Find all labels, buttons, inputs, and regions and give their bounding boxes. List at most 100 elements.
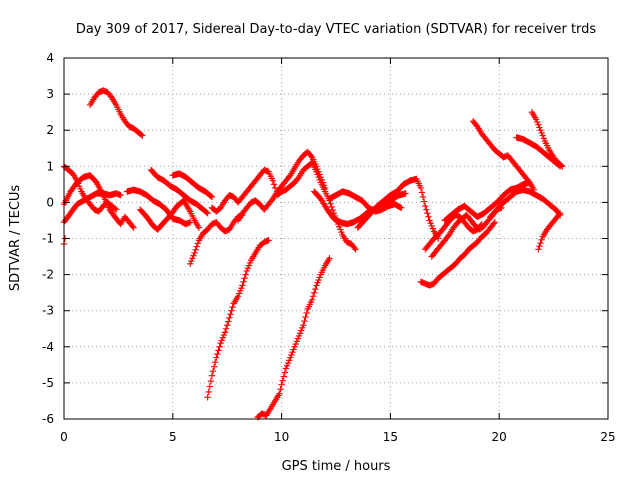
series-arc-24 (487, 186, 564, 221)
y-axis-label: SDTVAR / TECUs (8, 185, 23, 292)
data-point (556, 210, 564, 217)
data-point (204, 210, 211, 217)
data-point (188, 257, 195, 265)
data-point (217, 339, 224, 347)
data-point (490, 220, 497, 227)
data-point (207, 193, 215, 200)
data-point (292, 340, 299, 348)
data-point (326, 255, 333, 262)
data-point (314, 279, 321, 286)
series-arc-11 (204, 237, 272, 401)
data-point (313, 282, 320, 289)
data-point (73, 177, 81, 184)
data-point (187, 219, 194, 226)
data-marks (60, 87, 566, 421)
x-tick-label: 15 (383, 430, 398, 444)
series-arc-27 (535, 210, 564, 253)
data-point (190, 252, 197, 259)
data-point (269, 177, 277, 184)
data-point (277, 386, 284, 393)
data-point (227, 311, 234, 318)
data-point (129, 223, 136, 230)
data-point (309, 293, 317, 300)
data-point (208, 372, 216, 379)
data-point (537, 239, 544, 247)
data-point (203, 209, 210, 216)
data-point (111, 205, 119, 212)
chart-title: Day 309 of 2017, Sidereal Day-to-day VTE… (76, 22, 597, 37)
data-point (208, 193, 216, 201)
data-point (303, 309, 310, 317)
series-arc-15 (274, 159, 359, 253)
data-point (138, 131, 145, 138)
data-point (192, 246, 199, 253)
data-point (290, 346, 297, 353)
data-point (238, 284, 245, 292)
y-tick-label: -3 (42, 304, 54, 318)
series-arc-10 (187, 211, 246, 267)
data-point (241, 275, 248, 282)
data-point (209, 367, 217, 375)
data-point (214, 350, 221, 358)
data-point (193, 243, 200, 250)
data-point (540, 135, 548, 142)
data-point (276, 390, 283, 397)
data-point (316, 176, 323, 184)
data-point (189, 255, 196, 262)
data-point (283, 362, 291, 369)
data-point (240, 278, 247, 286)
data-point (293, 338, 301, 345)
y-tick-label: 2 (46, 123, 54, 137)
axis-ticks: 0 5 10 15 20 25 -6 -5 -4 -3 -2 -1 0 1 2 3 4 (42, 51, 616, 444)
series-arc-23 (469, 117, 533, 186)
data-point (206, 383, 213, 390)
data-point (538, 129, 545, 137)
data-point (220, 331, 228, 339)
data-point (419, 193, 427, 201)
x-tick-label: 5 (169, 430, 177, 444)
data-point (130, 224, 137, 231)
data-point (425, 213, 432, 221)
series-arc-19 (417, 219, 499, 289)
data-point (422, 202, 429, 210)
series-arc-09 (169, 170, 216, 201)
series-arc-17 (326, 188, 405, 215)
series-arc-05 (86, 87, 146, 139)
data-point (270, 181, 278, 188)
data-point (229, 303, 236, 311)
y-tick-label: -5 (42, 376, 54, 390)
data-point (244, 265, 252, 272)
data-point (302, 313, 309, 321)
data-point (307, 152, 315, 160)
data-point (491, 219, 499, 226)
data-point (279, 377, 286, 384)
data-point (288, 351, 295, 359)
data-point (308, 296, 316, 304)
data-point (286, 357, 293, 364)
data-point (338, 228, 345, 236)
data-point (222, 325, 230, 332)
data-point (235, 290, 243, 297)
data-point (312, 285, 319, 293)
series-arc-06 (123, 186, 194, 228)
data-point (213, 354, 220, 361)
x-tick-label: 25 (600, 430, 615, 444)
data-point (219, 334, 227, 341)
data-point (205, 388, 212, 396)
grid (64, 58, 608, 419)
data-point (526, 179, 533, 186)
data-point (427, 219, 434, 227)
data-point (314, 171, 321, 178)
data-point (281, 369, 289, 376)
data-point (194, 240, 202, 247)
series-arc-08 (147, 166, 211, 217)
data-point (424, 210, 431, 217)
data-point (234, 293, 242, 300)
data-point (316, 274, 323, 281)
series-arc-03 (60, 172, 137, 231)
data-point (525, 177, 532, 185)
data-point (534, 118, 541, 126)
data-point (287, 354, 294, 361)
series-arc-25 (513, 134, 564, 170)
data-point (224, 321, 231, 329)
